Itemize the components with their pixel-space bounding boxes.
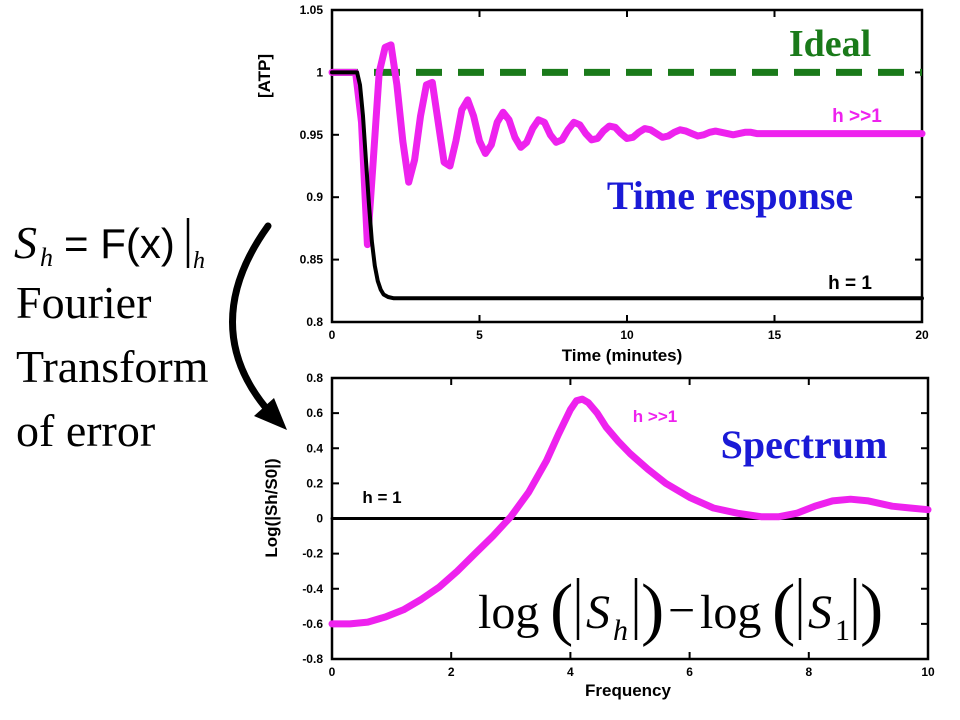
spectrum-title: Spectrum xyxy=(721,422,888,467)
x-tick-label: 0 xyxy=(329,665,336,679)
y-tick-label: -0.2 xyxy=(302,547,323,561)
time-y-axis-label: [ATP] xyxy=(255,54,274,98)
x-tick-label: 10 xyxy=(921,665,935,679)
x-tick-label: 5 xyxy=(476,328,483,342)
time-unit-gain-label: h = 1 xyxy=(828,273,872,294)
formula-paren-open-1: ( xyxy=(550,571,573,648)
y-tick-label: -0.8 xyxy=(302,652,323,666)
series-line-h-1 xyxy=(328,395,932,628)
x-tick-label: 15 xyxy=(768,328,782,342)
time-y-ticks: 0.8 0.85 0.9 0.95 1 1.05 xyxy=(300,3,922,329)
sensitivity-symbol: S xyxy=(14,217,37,268)
y-tick-label: 0.6 xyxy=(306,406,323,420)
time-x-ticks: 0 5 10 15 20 xyxy=(329,10,929,342)
formula-s-1-subscript: 1 xyxy=(835,614,850,647)
formula-s-1: S xyxy=(808,586,832,639)
time-high-gain-label: h >>1 xyxy=(832,106,882,127)
formula-minus: − xyxy=(668,584,695,637)
spectrum-series xyxy=(328,395,932,628)
x-tick-label: 20 xyxy=(915,328,929,342)
arrow-head-icon xyxy=(254,398,287,430)
formula-log-1: log xyxy=(478,586,539,639)
spectrum-unit-gain-label: h = 1 xyxy=(362,488,401,507)
y-tick-label: 0.4 xyxy=(306,441,323,455)
x-tick-label: 10 xyxy=(620,328,634,342)
y-tick-label: -0.4 xyxy=(302,582,323,596)
y-tick-label: -0.6 xyxy=(302,617,323,631)
time-series xyxy=(328,41,926,301)
spectrum-chart: 0 2 4 6 8 10 -0.8 -0.6 -0.4 -0.2 0 0.2 0.4 0.6 0.8 Fr… xyxy=(262,371,935,700)
formula-paren-open-2: ( xyxy=(772,571,795,648)
series-line-h-1 xyxy=(330,70,924,301)
formula-paren-close-1: ) xyxy=(641,571,664,648)
sensitivity-subscript: h xyxy=(40,243,53,272)
time-x-axis-label: Time (minutes) xyxy=(562,346,683,365)
x-tick-label: 2 xyxy=(448,665,455,679)
fourier-expression: = F(x) xyxy=(64,220,175,267)
formula-s-h-subscript: h xyxy=(613,614,628,647)
y-tick-label: 1 xyxy=(316,65,323,79)
formula-s-h: S xyxy=(586,586,610,639)
time-response-chart: 0 5 10 15 20 0.8 0.85 0.9 0.95 1 1.05 Time (minut… xyxy=(255,3,929,365)
y-tick-label: 0.95 xyxy=(300,128,324,142)
caption-line-2: Transform xyxy=(16,341,209,392)
left-panel: S h = F(x) h Fourier Transform of error xyxy=(14,217,287,456)
time-response-title: Time response xyxy=(607,173,853,218)
spectrum-high-gain-label: h >>1 xyxy=(633,407,677,426)
spectrum-y-axis-label-text: Log(|Sh/S0|) xyxy=(262,458,281,557)
x-tick-label: 6 xyxy=(686,665,693,679)
y-tick-label: 0.85 xyxy=(300,253,324,267)
curved-arrow xyxy=(229,222,276,419)
spectrum-x-ticks: 0 2 4 6 8 10 xyxy=(329,378,935,679)
spectrum-y-ticks: -0.8 -0.6 -0.4 -0.2 0 0.2 0.4 0.6 0.8 xyxy=(302,371,928,666)
caption-line-3: of error xyxy=(16,405,155,456)
y-tick-label: 0 xyxy=(316,512,323,526)
y-tick-label: 0.8 xyxy=(306,371,323,385)
spectrum-x-axis-label: Frequency xyxy=(585,681,672,700)
series-line-h-1 xyxy=(328,41,926,249)
evaluation-subscript: h xyxy=(193,248,205,274)
x-tick-label: 4 xyxy=(567,665,574,679)
y-tick-label: 0.9 xyxy=(306,190,323,204)
log-difference-formula: log ( S h ) − log ( S 1 ) xyxy=(478,571,883,648)
caption-line-1: Fourier xyxy=(16,277,151,328)
spectrum-y-axis-label: Log(|Sh/S0|) xyxy=(262,458,281,557)
ideal-annotation: Ideal xyxy=(789,23,871,65)
x-tick-label: 0 xyxy=(329,328,336,342)
formula-paren-close-2: ) xyxy=(860,571,883,648)
y-tick-label: 0.8 xyxy=(306,315,323,329)
y-tick-label: 1.05 xyxy=(300,3,324,17)
y-tick-label: 0.2 xyxy=(306,476,323,490)
x-tick-label: 8 xyxy=(805,665,812,679)
formula-log-2: log xyxy=(700,586,761,639)
